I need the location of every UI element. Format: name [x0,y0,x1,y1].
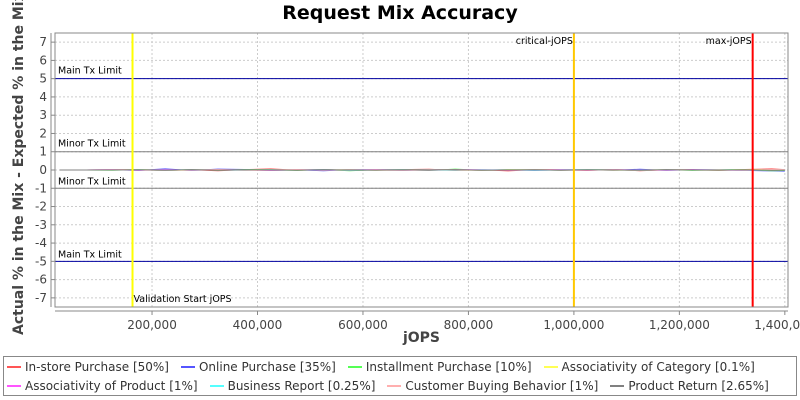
y-tick-label: -1 [35,181,47,195]
y-tick-label: -5 [35,254,47,268]
x-axis-label: jOPS [402,330,441,346]
legend-item: Associativity of Product [1%] [4,379,198,393]
legend-swatch [209,385,224,387]
legend-item: Product Return [2.65%] [607,379,769,393]
plot-border [54,32,789,308]
y-tick-label: -3 [35,218,47,232]
limit-line-label: Minor Tx Limit [58,176,126,187]
legend-swatch [180,366,195,368]
legend: In-store Purchase [50%] Online Purchase [… [3,356,797,396]
x-tick-label: 1,000,000 [543,318,604,332]
legend-label: In-store Purchase [50%] [25,360,169,374]
limit-line-label: Minor Tx Limit [58,139,126,150]
legend-swatch [7,385,21,387]
legend-row: In-store Purchase [50%] Online Purchase [… [4,358,764,376]
limit-line-label: Main Tx Limit [58,249,122,260]
y-tick-label: -7 [35,291,47,305]
legend-item: Customer Buying Behavior [1%] [384,379,598,393]
y-tick-label: 6 [39,53,47,67]
y-tick-label: -6 [35,273,47,287]
legend-swatch [347,366,362,368]
legend-label: Product Return [2.65%] [628,379,769,393]
marker-label: critical-jOPS [516,36,573,47]
x-tick-label: 600,000 [338,318,388,332]
legend-swatch [387,385,402,387]
marker-label: max-jOPS [706,36,752,47]
y-tick-label: 5 [39,72,47,86]
y-tick-label: 4 [39,90,47,104]
legend-item: In-store Purchase [50%] [4,360,169,374]
y-tick-label: -2 [35,200,47,214]
x-tick-label: 1,400,000 [754,318,800,332]
legend-label: Business Report [0.25%] [227,379,376,393]
legend-item: Business Report [0.25%] [207,379,376,393]
legend-label: Customer Buying Behavior [1%] [405,379,599,393]
legend-swatch [543,366,558,368]
legend-swatch [7,366,21,368]
legend-item: Associativity of Category [0.1%] [541,360,755,374]
legend-label: Installment Purchase [10%] [365,360,532,374]
marker-label: Validation Start jOPS [134,294,232,305]
y-tick-label: 2 [39,126,47,140]
legend-swatch [610,385,625,387]
x-tick-label: 200,000 [127,318,177,332]
legend-item: Installment Purchase [10%] [345,360,532,374]
y-tick-label: 7 [39,35,47,49]
legend-label: Associativity of Category [0.1%] [561,360,755,374]
x-tick-label: 1,200,000 [649,318,710,332]
y-tick-label: 3 [39,108,47,122]
x-tick-label: 800,000 [444,318,494,332]
y-tick-label: 0 [39,163,47,177]
y-tick-label: 1 [39,145,47,159]
legend-label: Associativity of Product [1%] [25,379,198,393]
x-tick-label: 400,000 [233,318,283,332]
plot-area: 200,000 400,000 600,000 800,000 1,000,000 1,2… [35,32,800,332]
chart-title: Request Mix Accuracy [282,2,518,24]
legend-item: Online Purchase [35%] [178,360,336,374]
legend-row: Associativity of Product [1%] Business Re… [4,377,778,395]
series-line-7 [59,169,785,171]
limit-line-label: Main Tx Limit [58,66,122,77]
legend-label: Online Purchase [35%] [198,360,336,374]
y-tick-label: -4 [35,236,47,250]
